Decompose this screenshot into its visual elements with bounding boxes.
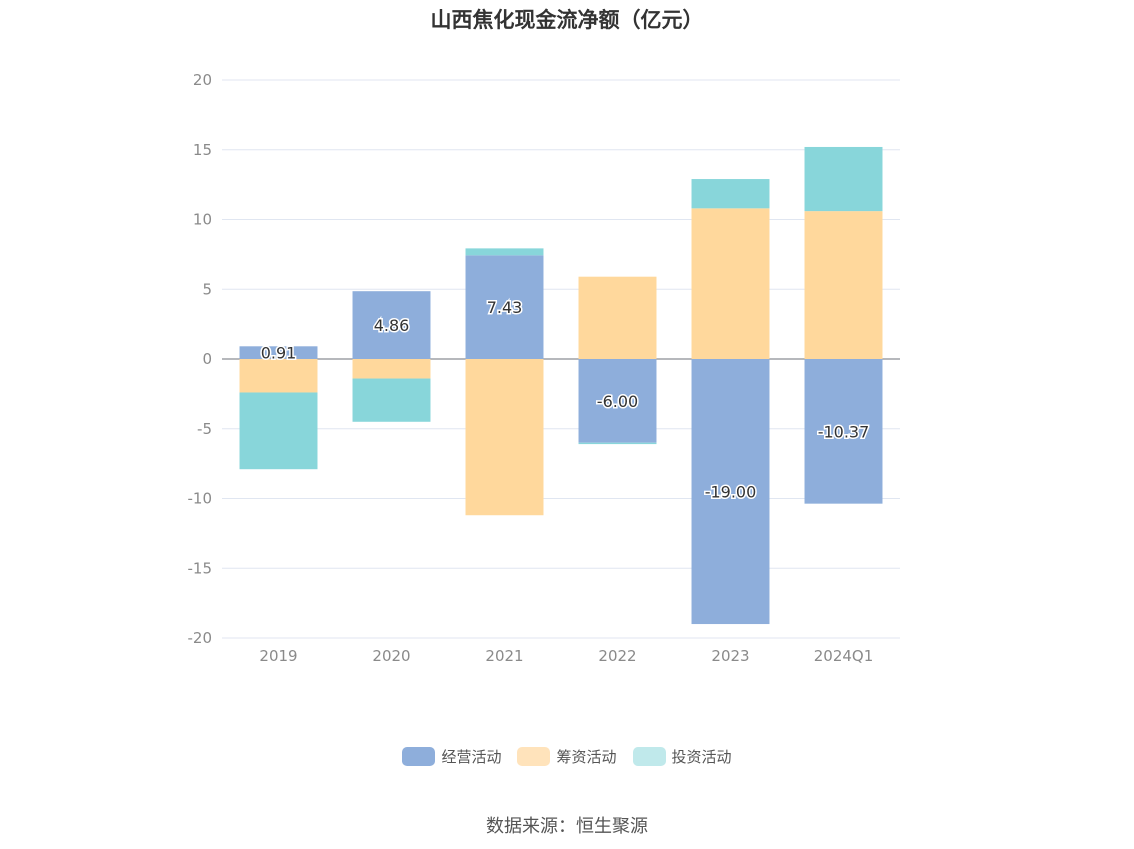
legend-item-investing[interactable]: 投资活动 <box>632 746 732 767</box>
y-tick-label: -15 <box>188 559 213 577</box>
bar-series-2 <box>804 146 883 212</box>
x-tick-label: 2024Q1 <box>814 647 874 665</box>
data-label: -10.37 <box>818 422 870 441</box>
data-labels: 0.91 4.86 7.43 -6.00 -19.00 -10.37 <box>259 297 871 503</box>
bar-series-0 <box>352 291 431 359</box>
bar-series-0 <box>578 359 657 443</box>
y-tick-label: -20 <box>188 629 213 647</box>
bar-series-0 <box>691 359 770 625</box>
bar-series-0 <box>804 359 883 504</box>
bar-series-2 <box>239 392 318 470</box>
legend-swatch-operating <box>402 747 436 766</box>
bar-series-1 <box>578 276 657 359</box>
grid-lines <box>222 79 900 639</box>
bar-series-1 <box>239 359 318 393</box>
bar-series-2 <box>691 179 770 209</box>
bar-series-2 <box>578 442 657 445</box>
chart-title: 山西焦化现金流净额（亿元） <box>430 8 704 32</box>
bar-series-1 <box>691 208 770 359</box>
bars <box>239 146 883 625</box>
x-tick-label: 2019 <box>259 647 297 665</box>
y-tick-label: -5 <box>197 420 212 438</box>
source-note: 数据来源：恒生聚源 <box>486 816 648 837</box>
bar-series-0 <box>465 255 544 359</box>
y-tick-label: 5 <box>202 280 212 298</box>
legend-swatch-investing <box>632 747 666 766</box>
data-label: 4.86 <box>374 316 410 335</box>
legend-swatch-financing <box>517 747 551 766</box>
bar-series-2 <box>465 248 544 256</box>
bar-series-1 <box>352 359 431 379</box>
data-label: -19.00 <box>705 483 757 502</box>
x-tick-label: 2022 <box>598 647 636 665</box>
legend-label-financing: 筹资活动 <box>556 748 617 766</box>
legend-label-operating: 经营活动 <box>441 748 502 766</box>
x-tick-label: 2020 <box>372 647 410 665</box>
y-tick-label: -10 <box>188 490 213 508</box>
bar-series-1 <box>804 211 883 359</box>
legend-item-financing[interactable]: 筹资活动 <box>517 746 617 767</box>
y-tick-label: 15 <box>193 141 212 159</box>
legend-item-operating[interactable]: 经营活动 <box>402 746 501 767</box>
y-tick-label: 20 <box>193 71 212 89</box>
y-tick-label: 10 <box>193 211 212 229</box>
bar-series-0 <box>239 346 318 359</box>
x-tick-label: 2023 <box>711 647 749 665</box>
data-label: 7.43 <box>487 298 523 317</box>
data-label: 0.91 <box>261 344 297 363</box>
legend-label-investing: 投资活动 <box>671 748 732 766</box>
legend: 经营活动 筹资活动 投资活动 <box>0 746 1134 767</box>
axis-labels: 20 15 10 5 0 -5 -10 -15 -20 2019 2020 2021 2022 2023 2… <box>188 71 874 665</box>
data-label: -6.00 <box>597 392 638 411</box>
x-tick-label: 2021 <box>485 647 523 665</box>
bar-series-2 <box>352 378 431 422</box>
bar-series-1 <box>465 359 544 516</box>
y-tick-label: 0 <box>202 350 212 368</box>
